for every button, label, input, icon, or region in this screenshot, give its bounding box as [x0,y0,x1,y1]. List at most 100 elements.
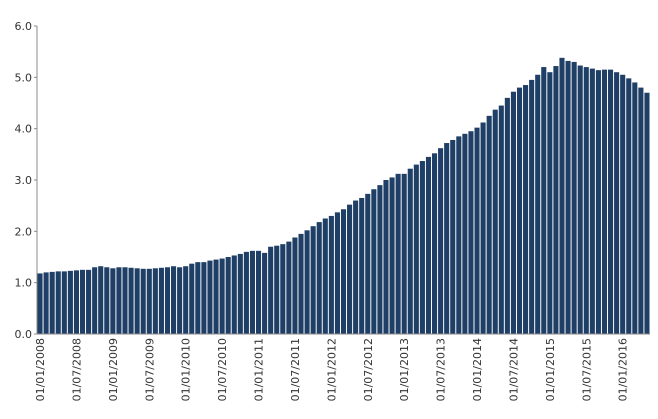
x-tick-label: 01/01/2011 [253,338,266,401]
x-tick-label: 01/07/2014 [507,338,520,401]
bar [407,168,413,334]
bar [571,61,577,334]
bar [425,156,432,334]
bar [280,244,286,334]
x-tick-label: 01/07/2013 [435,338,448,401]
bar [450,139,456,334]
bar [535,74,541,335]
bar [468,131,474,334]
bar [207,260,213,334]
bar [492,109,498,334]
bar [292,237,298,334]
bar [201,262,207,334]
x-tick-label: 01/01/2008 [34,338,47,401]
bar [140,268,146,334]
bar [353,200,359,334]
bar [601,69,608,334]
bar [152,268,158,334]
bar [365,193,371,334]
bar [614,72,620,334]
bar [158,267,164,334]
y-tick-label: 0.0 [15,328,33,341]
bar [389,177,395,334]
bar [474,127,480,334]
y-tick-label: 2.0 [15,225,33,238]
bar [37,273,43,334]
bar [334,212,340,334]
bar [632,82,638,334]
x-tick-label: 01/07/2011 [289,338,302,401]
y-tick-label: 6.0 [15,20,33,33]
bar [55,271,61,334]
bar [328,215,334,334]
bar [589,68,595,335]
bar [286,241,292,334]
bar [498,105,504,334]
bar [183,266,189,334]
x-tick-label: 01/01/2015 [544,338,557,401]
bar [547,72,553,334]
bar [79,269,86,334]
bar [274,245,280,334]
bar [304,230,310,334]
bar [213,259,219,334]
x-tick-label: 01/07/2010 [216,338,229,401]
x-tick-label: 01/07/2015 [580,338,593,401]
x-tick-label: 01/01/2013 [398,338,411,401]
bar [638,87,644,334]
bar [486,115,492,334]
bar [431,153,438,334]
y-tick-label: 4.0 [15,123,33,136]
bar [255,250,262,334]
bar [529,79,535,335]
bar [86,269,92,334]
x-tick-label: 01/01/2012 [325,338,338,401]
bar [231,255,237,334]
bar [583,67,589,335]
bar [128,267,134,334]
bar [189,263,195,334]
bar [237,253,243,334]
bar [504,97,510,334]
x-tick-label: 01/07/2012 [362,338,375,401]
bar [413,164,419,334]
bar [116,267,122,334]
bar [553,66,559,334]
bar [164,267,171,334]
bar [377,185,383,334]
bar [268,246,274,334]
bar [262,252,268,334]
bar [43,272,49,334]
bar [608,69,614,334]
bar [92,267,98,334]
bar [419,161,425,334]
bar [177,267,183,334]
y-tick-label: 3.0 [15,174,33,187]
bar [104,267,110,334]
x-tick-label: 01/07/2008 [70,338,83,401]
y-tick-label: 5.0 [15,71,33,84]
bar [480,122,486,334]
bar [541,67,547,335]
bar [401,173,407,334]
bar [298,233,304,334]
bar [310,226,316,334]
x-tick-label: 01/01/2010 [180,338,193,401]
bar [316,222,322,334]
bar [122,267,128,334]
x-tick-label: 01/01/2016 [617,338,630,401]
bar [523,85,529,335]
bar [595,70,601,334]
bar [219,258,225,334]
bar [462,133,468,334]
y-tick-label: 1.0 [15,277,33,290]
bar [516,87,523,334]
bar [565,60,571,334]
bar [195,262,201,334]
bar [644,92,650,334]
bar [359,197,365,334]
x-tick-label: 01/01/2009 [107,338,120,401]
bar [243,251,249,334]
bar [395,173,401,334]
